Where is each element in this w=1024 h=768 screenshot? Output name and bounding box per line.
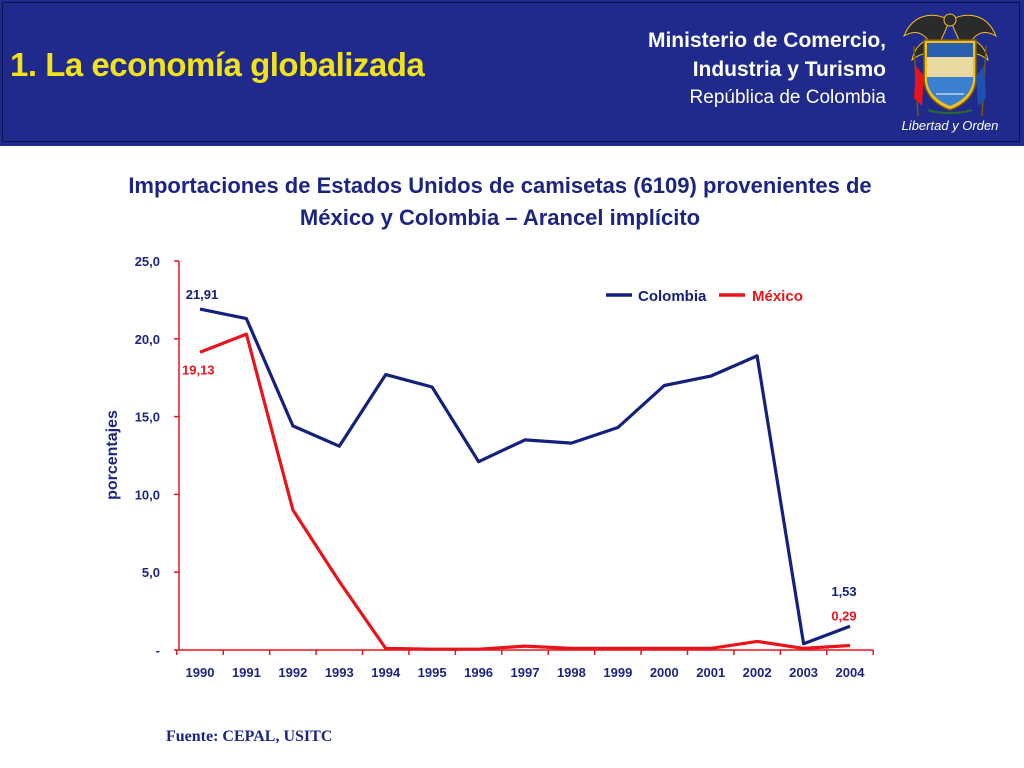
header-banner: 1. La economía globalizada Ministerio de… [0, 0, 1024, 146]
series-line-mexico [199, 332, 851, 651]
legend-entry: Colombia [638, 288, 707, 305]
x-tick-label: 1996 [464, 665, 493, 680]
x-tick-label: 1992 [278, 665, 307, 680]
colombia-crest-icon: Libertad y Orden [902, 13, 999, 133]
header-frame [2, 2, 1020, 142]
chart-series: 21,91 1,53 19,13 0,29 [182, 287, 857, 651]
ministry-name-line1: Ministerio de Comercio, [647, 29, 886, 52]
x-tick-label: 1995 [418, 665, 447, 680]
x-tick-label: 1999 [603, 665, 632, 680]
data-label: 19,13 [182, 362, 215, 377]
legend-entry: México [752, 288, 803, 305]
x-tick-label: 1991 [232, 665, 261, 680]
x-tick-label: 1998 [557, 665, 586, 680]
y-axis-label: porcentajes [104, 410, 121, 500]
source-note: Fuente: CEPAL, USITC [166, 728, 333, 745]
x-tick-label: 2000 [650, 665, 679, 680]
data-label: 1,53 [831, 584, 856, 599]
x-tick-label: 2002 [743, 665, 772, 680]
ministry-name-line2: Industria y Turismo [692, 58, 886, 81]
slide-title: 1. La economía globalizada [10, 46, 425, 83]
x-tick-label: 2001 [696, 665, 725, 680]
y-tick-label: 5,0 [142, 565, 160, 580]
crest-motto: Libertad y Orden [902, 118, 999, 133]
x-tick-label: 1993 [325, 665, 354, 680]
chart-title-line2: México y Colombia – Arancel implícito [299, 205, 701, 230]
series-line-colombia [199, 307, 851, 646]
y-tick-label: 10,0 [135, 487, 160, 502]
x-tick-label: 2004 [836, 665, 866, 680]
x-tick-label: 1994 [371, 665, 401, 680]
y-tick-label: - [156, 643, 160, 658]
chart-title-line1: Importaciones de Estados Unidos de camis… [128, 173, 872, 198]
y-tick-label: 20,0 [135, 332, 160, 347]
ministry-block: Ministerio de Comercio, Industria y Turi… [648, 26, 886, 111]
chart-legend: Colombia México [606, 288, 803, 305]
x-tick-label: 2003 [789, 665, 818, 680]
y-tick-label: 25,0 [135, 254, 160, 269]
x-tick-label: 1990 [186, 665, 215, 680]
country-name: República de Colombia [689, 87, 886, 108]
x-tick-label: 1997 [511, 665, 540, 680]
data-label: 21,91 [186, 287, 219, 302]
data-label: 0,29 [831, 608, 856, 623]
chart-axes: - 5,0 10,0 15,0 20,0 25,0 1990 1991 1992 1993 1994… [135, 254, 874, 680]
y-tick-label: 15,0 [135, 410, 160, 425]
chart-title: Importaciones de Estados Unidos de camis… [0, 170, 1000, 234]
